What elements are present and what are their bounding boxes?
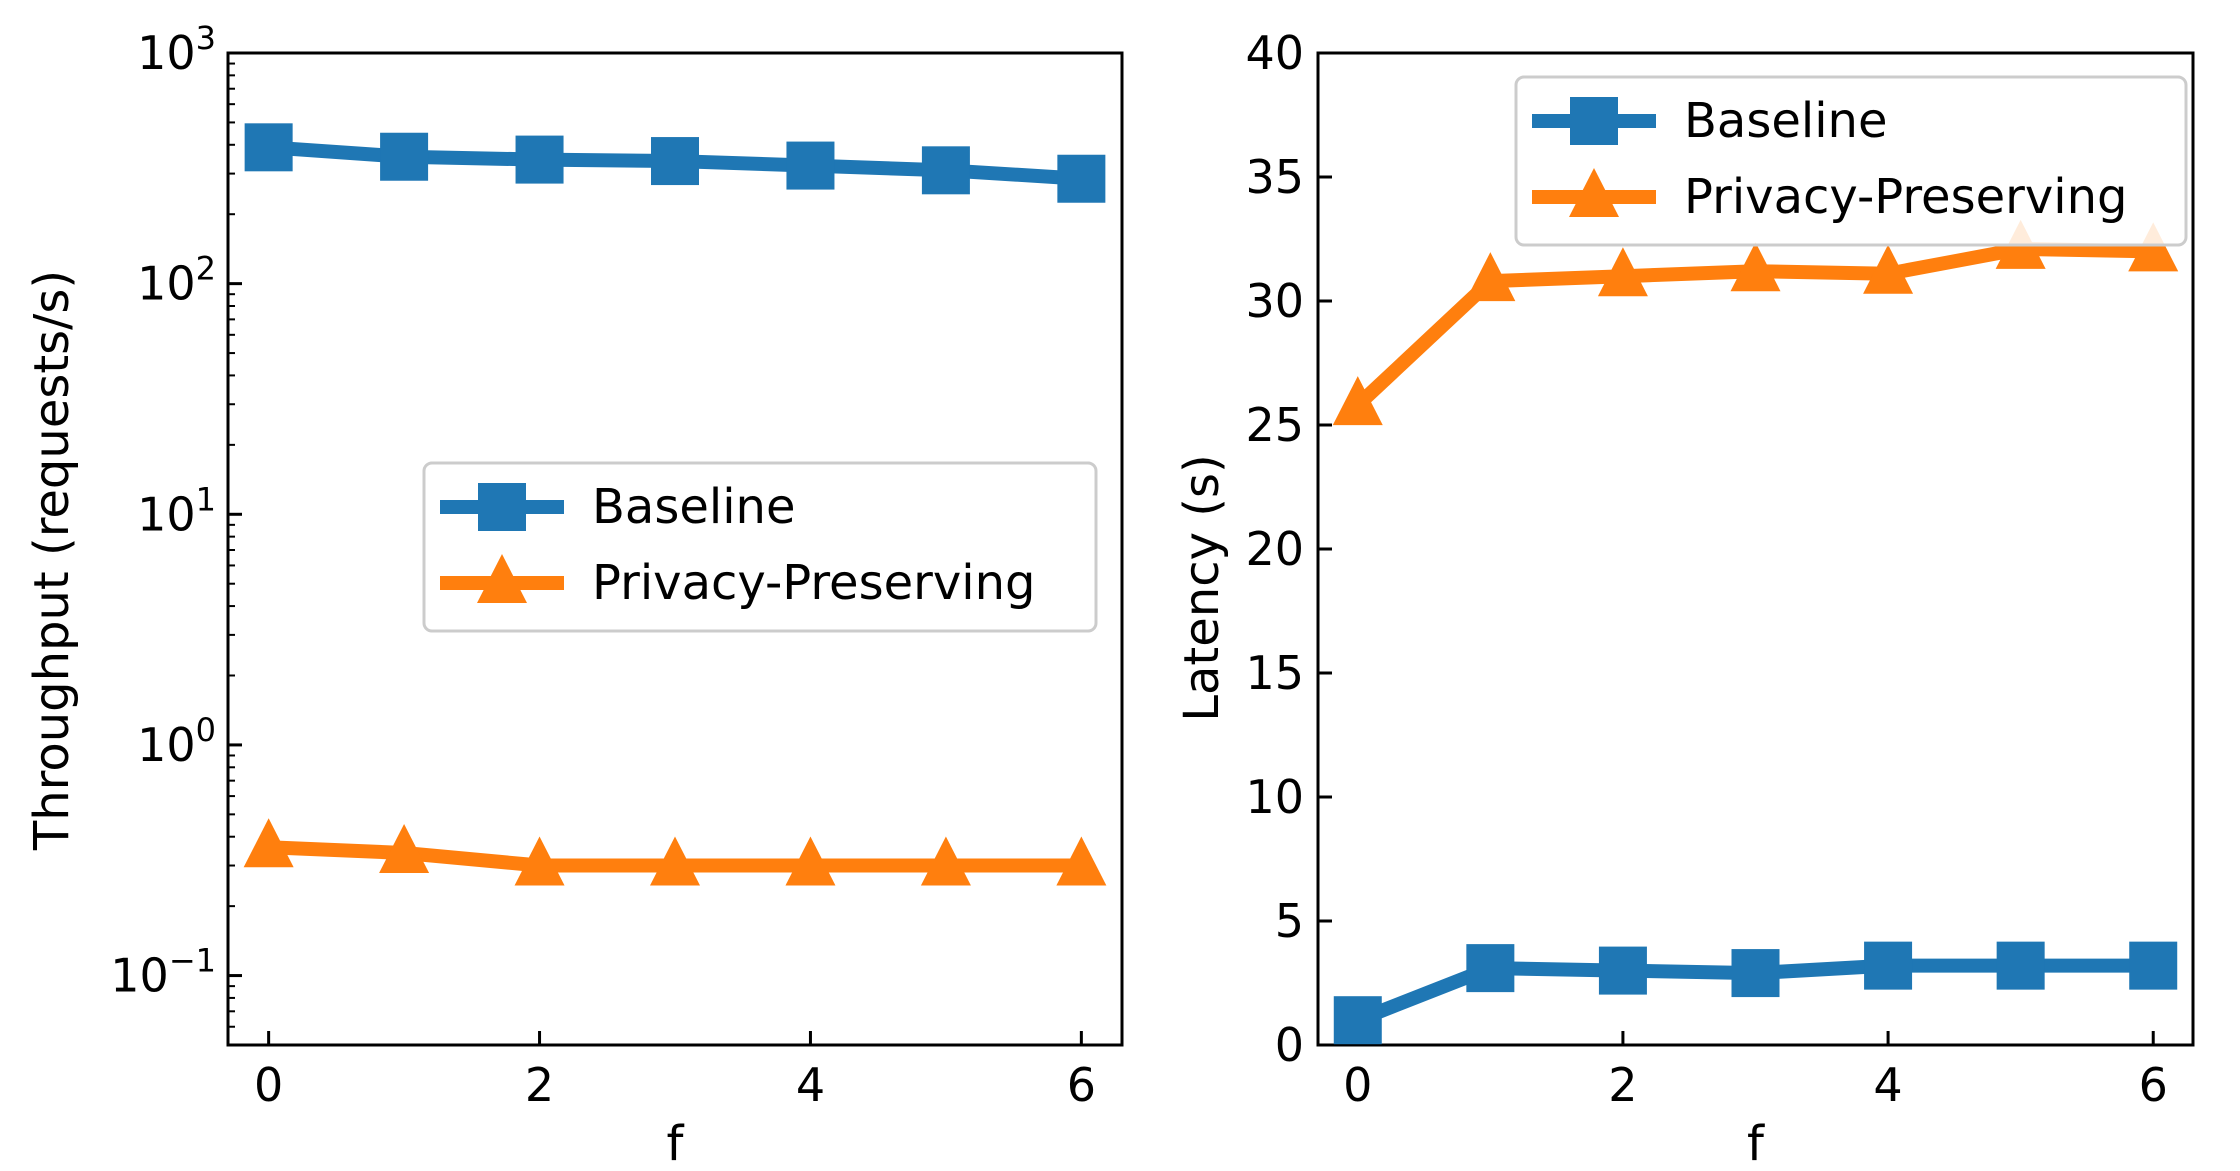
x-axis-label: f [1747,1116,1765,1171]
x-tick-label: 2 [525,1058,554,1112]
data-point-privacy [243,818,294,868]
data-point-baseline [1466,944,1515,993]
y-axis-label: Throughput (requests/s) [24,270,80,851]
data-point-baseline [1057,154,1106,203]
y-tick-label: 5 [1275,894,1304,948]
y-tick-label: 40 [1245,26,1304,80]
data-point-baseline [380,132,429,181]
x-tick-label: 4 [796,1058,825,1112]
data-point-privacy [514,836,565,886]
y-tick-label: 35 [1245,150,1304,204]
legend-marker [478,483,526,531]
y-tick-label: 101 [137,480,216,541]
data-point-privacy [650,836,700,886]
throughput-chart: 0 2 4 6 10−1 100 101 102 103 f Throughput (request… [24,19,1124,1171]
data-point-baseline [1598,946,1647,995]
y-tick-label: 30 [1245,274,1304,328]
legend-marker [1569,168,1619,217]
data-point-baseline [786,141,835,190]
data-point-privacy [1056,836,1107,886]
legend-marker [477,554,527,603]
data-point-privacy [1730,242,1781,292]
data-point-privacy [379,823,430,873]
y-tick-label: 10−1 [110,942,216,1003]
x-axis-label: f [667,1116,685,1171]
y-tick-label: 20 [1245,522,1304,576]
x-tick-label: 0 [254,1058,283,1112]
legend-box [1514,75,2188,247]
x-tick-label: 2 [1608,1058,1637,1112]
y-tick-label: 15 [1245,646,1304,700]
data-point-privacy [785,836,836,886]
data-point-baseline [651,137,699,186]
y-tick-label: 102 [137,250,216,311]
legend: Baseline Privacy-Preserving [1514,75,2188,247]
x-tick-label: 4 [1873,1058,1902,1112]
x-tick-label: 6 [1067,1058,1096,1112]
y-axis-label: Latency (s) [1174,454,1230,721]
data-point-baseline [1996,941,2045,990]
data-point-privacy [2128,222,2179,272]
y-tick-label: 25 [1245,398,1304,452]
axes-frame [226,51,1124,1047]
data-point-baseline [1864,941,1913,990]
data-point-baseline [1333,996,1382,1045]
y-tick-label: 100 [137,711,216,772]
legend-label: Baseline [592,479,796,535]
y-tick-label: 103 [137,19,216,80]
data-point-privacy [920,836,971,886]
data-point-baseline [2129,941,2178,990]
data-point-privacy [1332,376,1383,426]
data-point-privacy [1863,244,1914,294]
y-tick-label: 0 [1275,1018,1304,1072]
legend-box [422,461,1098,633]
data-point-privacy [1597,247,1648,297]
data-point-baseline [515,135,564,184]
legend-label: Privacy-Preserving [1684,169,2127,225]
data-point-baseline [1731,949,1780,998]
data-point-privacy [1465,252,1516,302]
legend-marker [1570,97,1618,145]
data-point-baseline [244,123,293,172]
x-tick-label: 6 [2139,1058,2168,1112]
latency-chart: 0 2 4 6 0 5 10 15 20 25 30 35 40 f Latency (s) Baseline… [1174,26,2195,1171]
legend-label: Privacy-Preserving [592,555,1035,611]
x-tick-label: 0 [1343,1058,1372,1112]
data-point-baseline [921,146,970,195]
legend-label: Baseline [1684,93,1888,149]
legend: Baseline Privacy-Preserving [422,461,1098,633]
y-tick-label: 10 [1245,770,1304,824]
